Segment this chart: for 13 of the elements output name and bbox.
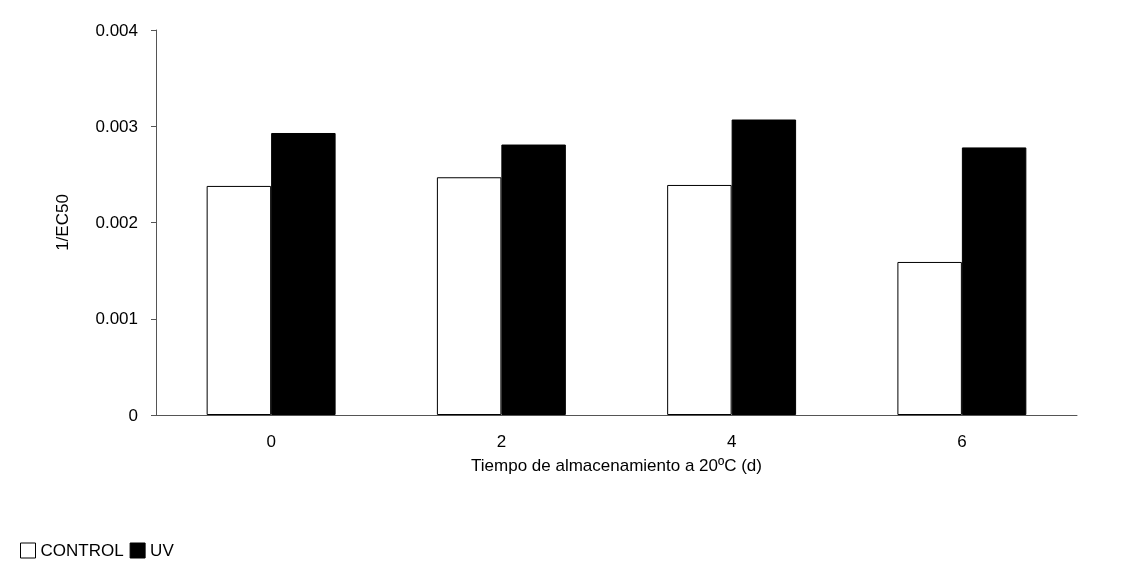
y-tick-label: 0.002 bbox=[95, 213, 138, 232]
y-axis-title: 1/EC50 bbox=[53, 194, 72, 251]
y-tick-label: 0.001 bbox=[95, 309, 138, 329]
y-tick-label: 0.004 bbox=[95, 20, 138, 40]
legend-label: UV bbox=[150, 541, 175, 560]
x-tick-label: 0 bbox=[266, 432, 276, 451]
y-tick-label: 0.003 bbox=[95, 116, 138, 136]
x-axis-title: Tiempo de almacenamiento a 20ºC (d) bbox=[471, 456, 762, 475]
y-tick-label: 0 bbox=[128, 405, 138, 425]
x-tick-label: 6 bbox=[957, 432, 967, 451]
x-tick-label: 4 bbox=[726, 432, 737, 451]
x-tick-label: 2 bbox=[496, 432, 507, 451]
legend-label: CONTROL bbox=[40, 541, 124, 560]
